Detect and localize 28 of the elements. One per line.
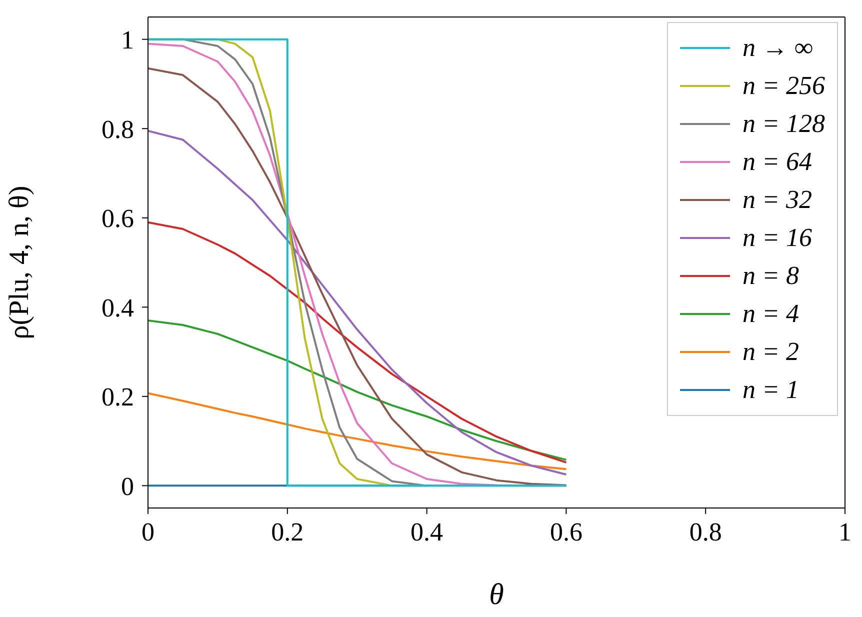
y-tick-label: 1	[121, 26, 134, 55]
legend-label: n = 2	[742, 337, 799, 367]
legend-label: n = 64	[742, 147, 812, 177]
y-tick-label: 0	[121, 472, 134, 501]
legend-label: n = 4	[742, 299, 799, 329]
line-series	[148, 320, 568, 461]
x-tick-label: 0.8	[689, 517, 722, 546]
legend-label: n → ∞	[742, 33, 813, 63]
x-tick-label: 0.6	[550, 517, 582, 546]
line-series	[148, 221, 568, 464]
y-tick-label: 0.6	[102, 204, 134, 234]
line-series	[148, 130, 568, 476]
y-tick-label: 0.4	[102, 293, 134, 322]
y-axis-title: ρ(Plu, 4, n, θ)	[4, 186, 35, 340]
legend-label: n = 16	[742, 223, 812, 253]
legend-label: n = 8	[742, 261, 799, 291]
y-tick-label: 0.8	[102, 114, 134, 144]
x-axis-title: θ	[489, 578, 504, 611]
legend-label: n = 128	[742, 109, 825, 139]
line-series	[148, 392, 568, 470]
legend-label: n = 256	[742, 71, 825, 101]
x-tick-label: 0	[142, 517, 154, 546]
x-tick-label: 0.4	[410, 517, 444, 546]
x-tick-label: 1	[838, 517, 852, 546]
x-tick-label: 0.2	[271, 517, 304, 546]
legend-label: n = 1	[742, 375, 799, 405]
y-tick-label: 0.2	[102, 382, 134, 412]
legend-label: n = 32	[742, 185, 812, 215]
